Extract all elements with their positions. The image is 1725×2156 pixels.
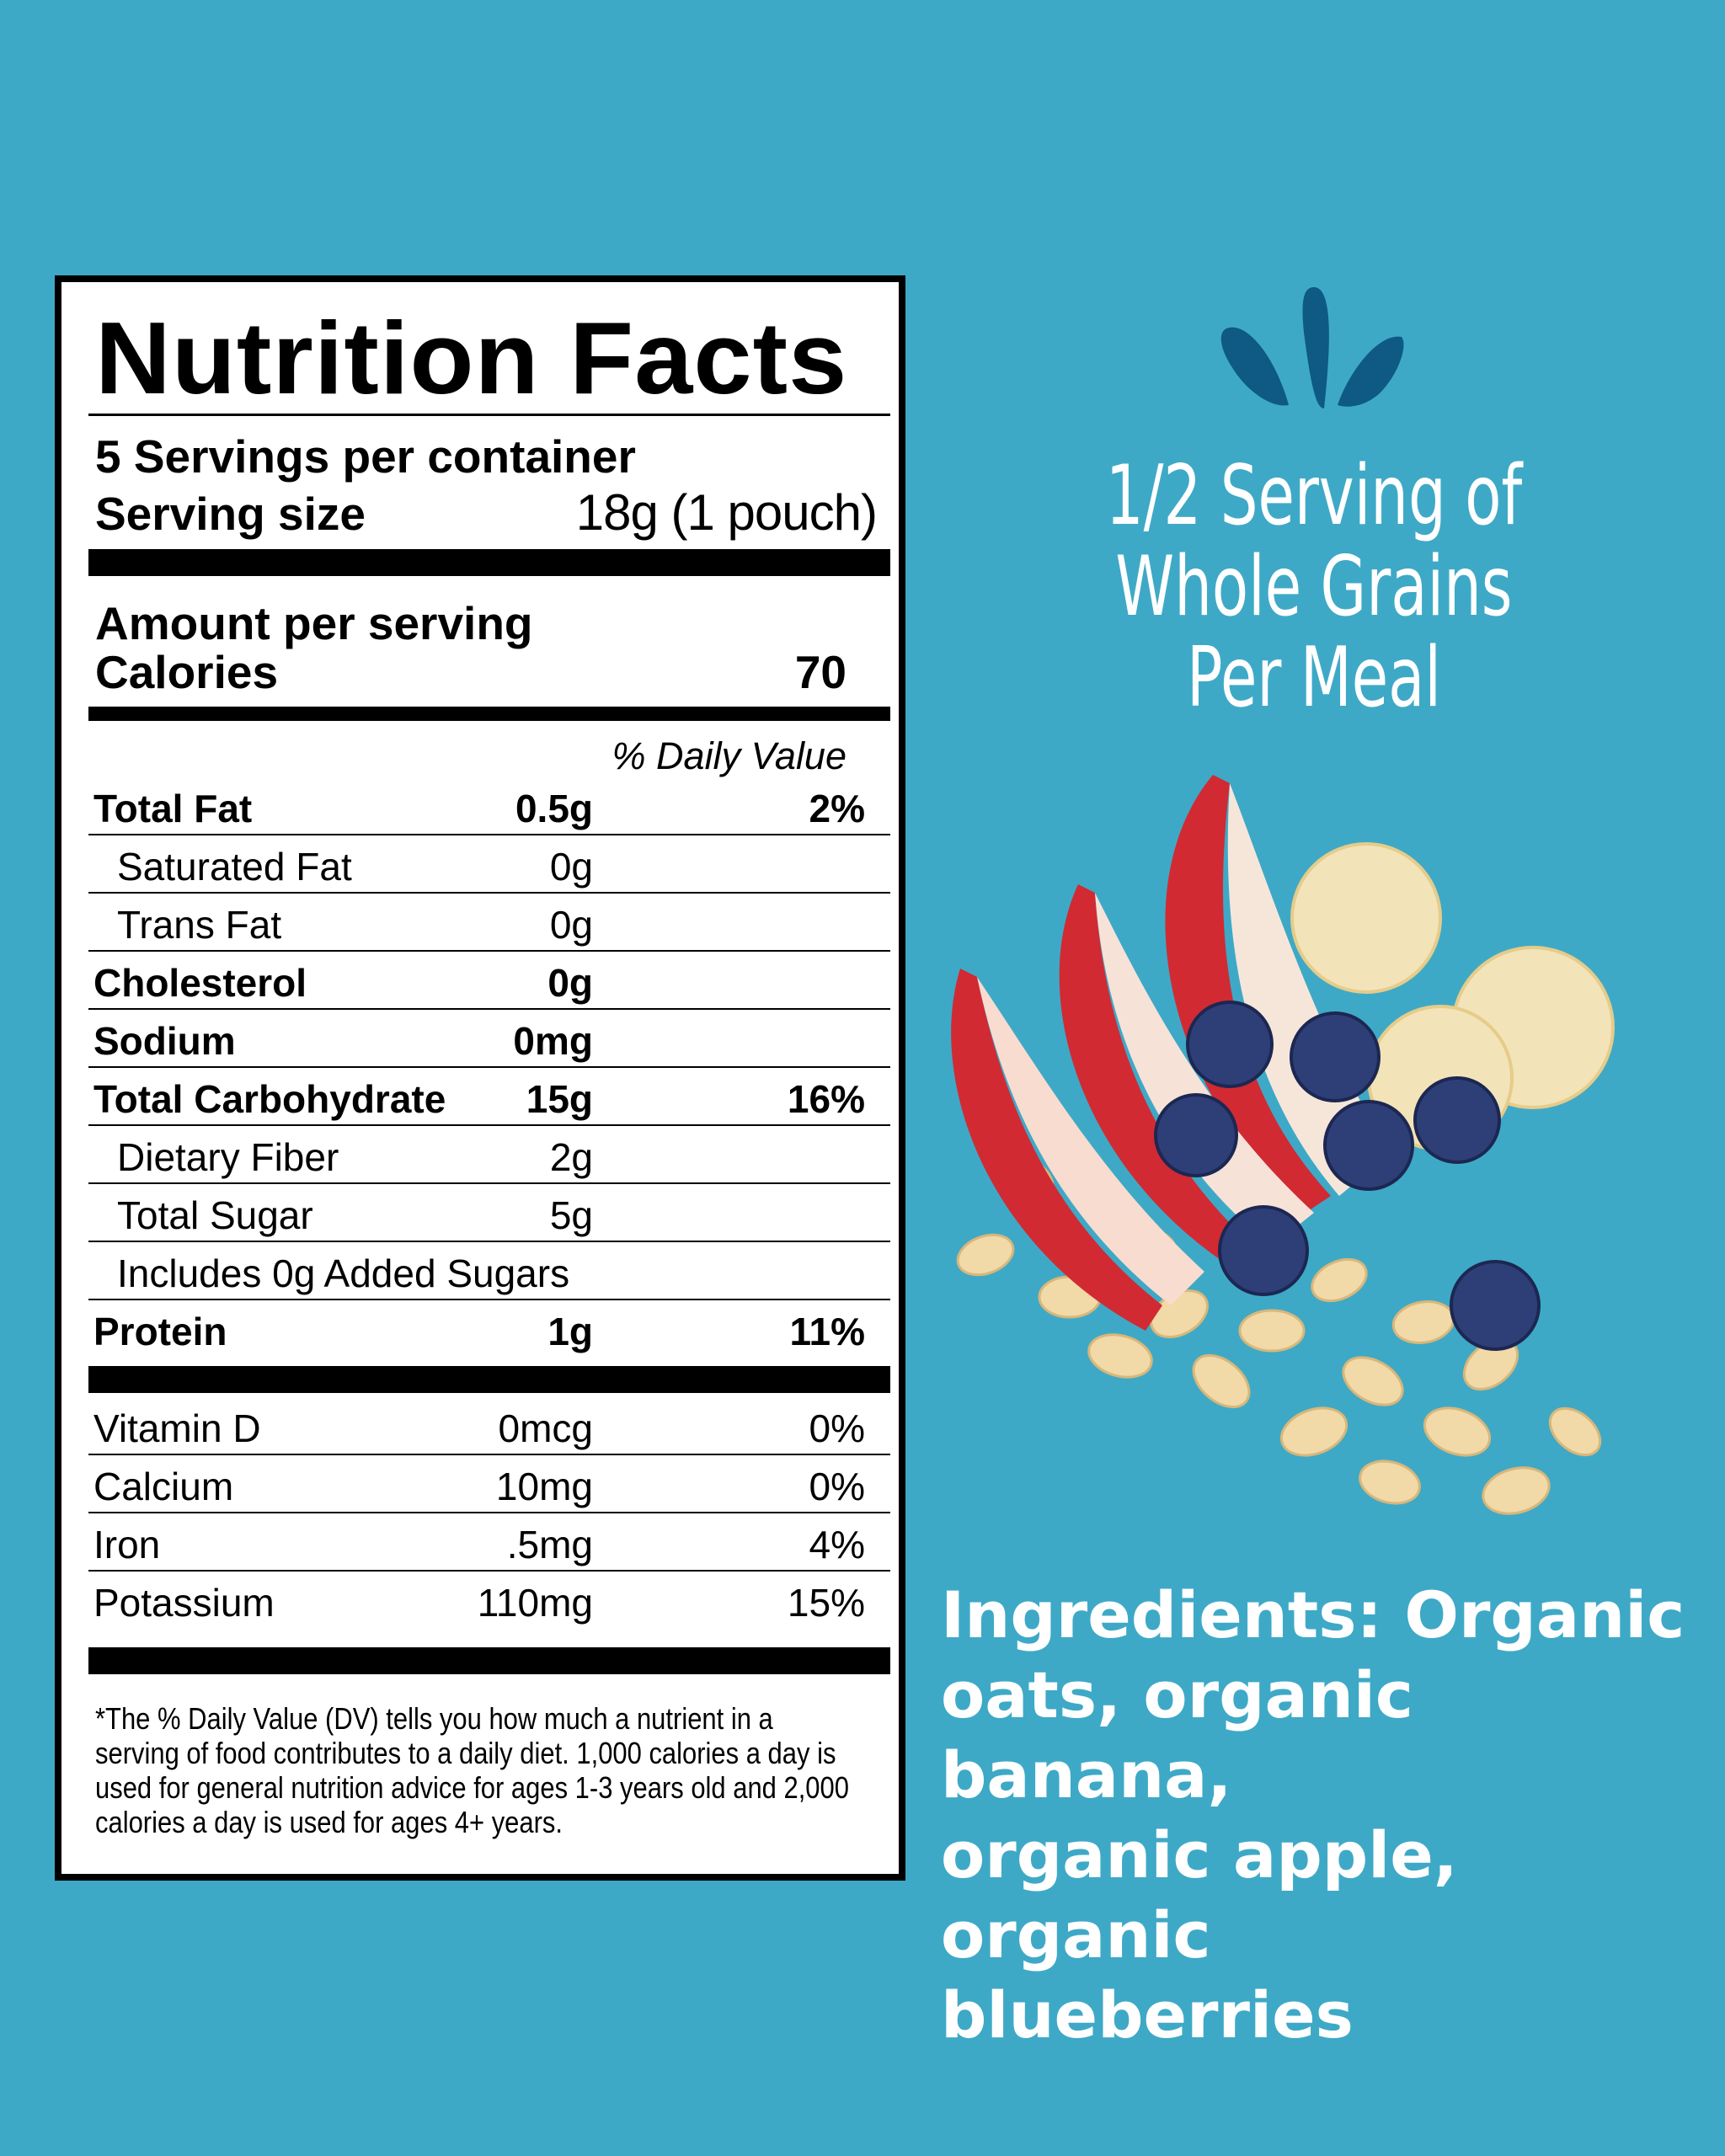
nutrient-name: Total Carbohydrate — [93, 1077, 446, 1121]
nutrient-row: Includes 0g Added Sugars — [88, 1242, 890, 1300]
vitamin-row: Potassium 110mg 15% — [88, 1572, 890, 1630]
vitamin-name: Iron — [93, 1523, 161, 1566]
nutrient-row: Cholesterol 0g — [88, 952, 890, 1010]
vitamin-row: Vitamin D 0mcg 0% — [88, 1397, 890, 1455]
ingredients-line: Ingredients: Organic — [941, 1577, 1685, 1652]
nutrient-row: Saturated Fat 0g — [88, 835, 890, 894]
nutrient-amount: 0.5g — [515, 787, 593, 830]
vitamin-dv: 0% — [809, 1406, 865, 1450]
vitamin-row: Calcium 10mg 0% — [88, 1455, 890, 1513]
nutrient-row: Protein 1g 11% — [88, 1300, 890, 1358]
whole-grains-headline: 1/2 Serving of Whole Grains Per Meal — [977, 451, 1651, 723]
nutrient-name: Saturated Fat — [117, 845, 352, 889]
vitamin-amount: 10mg — [495, 1465, 593, 1508]
headline-line: Whole Grains — [1115, 539, 1513, 635]
thick-divider — [88, 549, 890, 576]
nutrient-name: Total Sugar — [117, 1193, 313, 1237]
nutrient-row: Dietary Fiber 2g — [88, 1126, 890, 1184]
footnote-line: serving of food contributes to a daily d… — [95, 1736, 836, 1770]
thick-divider — [88, 1366, 890, 1393]
calories-value: 70 — [794, 646, 846, 698]
nutrient-row: Total Carbohydrate 15g 16% — [88, 1068, 890, 1126]
nutrient-row: Total Fat 0.5g 2% — [88, 777, 890, 835]
nutrient-dv: 11% — [789, 1310, 865, 1353]
thick-divider — [88, 707, 890, 721]
nutrient-name: Total Fat — [93, 787, 253, 830]
vitamin-dv: 4% — [809, 1523, 865, 1566]
amount-per-serving: Amount per serving — [95, 597, 533, 649]
vitamin-dv: 0% — [809, 1465, 865, 1508]
ingredients-line: oats, organic banana, — [941, 1657, 1413, 1812]
headline-line: Per Meal — [1186, 630, 1442, 726]
vitamin-amount: .5mg — [506, 1523, 593, 1566]
footnote-line: *The % Daily Value (DV) tells you how mu… — [95, 1701, 773, 1736]
ingredients-text: Ingredients: Organic oats, organic banan… — [941, 1575, 1716, 2055]
nutrient-row: Total Sugar 5g — [88, 1184, 890, 1242]
nutrient-amount: 0g — [547, 961, 593, 1005]
vitamin-name: Calcium — [93, 1465, 234, 1508]
vitamin-amount: 110mg — [477, 1581, 593, 1625]
nutrient-amount: 1g — [547, 1310, 593, 1353]
serving-size-label: Serving size — [95, 488, 366, 540]
ingredients-line: organic apple, organic — [941, 1817, 1458, 1972]
nutrient-name: Sodium — [93, 1019, 236, 1063]
nutrient-dv: 2% — [809, 787, 865, 830]
vitamin-row: Iron .5mg 4% — [88, 1513, 890, 1572]
footnote: *The % Daily Value (DV) tells you how mu… — [95, 1701, 849, 1839]
nutrition-facts-label: Nutrition Facts 5 Servings per container… — [55, 275, 905, 1881]
vitamin-name: Vitamin D — [93, 1406, 261, 1450]
nutrient-name: Cholesterol — [93, 961, 307, 1005]
nutrient-amount: 0mg — [513, 1019, 593, 1063]
nutrient-amount: 5g — [549, 1193, 593, 1237]
vitamin-dv: 15% — [787, 1581, 865, 1625]
nutrient-amount: 0g — [549, 903, 593, 947]
thick-divider — [88, 1647, 890, 1674]
nutrient-amount: 2g — [549, 1135, 593, 1179]
servings-per-container: 5 Servings per container — [95, 430, 636, 483]
nutrient-name: Protein — [93, 1310, 227, 1353]
headline-line: 1/2 Serving of — [1105, 448, 1523, 544]
calories-label: Calories — [95, 646, 279, 698]
label-title: Nutrition Facts — [95, 301, 848, 415]
nutrient-row: Sodium 0mg — [88, 1010, 890, 1068]
nutrient-dv: 16% — [787, 1077, 865, 1121]
divider — [88, 414, 890, 416]
serving-size-value: 18g (1 pouch) — [575, 484, 878, 541]
nutrient-row: Trans Fat 0g — [88, 894, 890, 952]
leaf-sprout-icon — [1220, 287, 1404, 408]
nutrient-name: Trans Fat — [117, 903, 282, 947]
fruit-oats-illustration — [951, 775, 1615, 1515]
daily-value-header: % Daily Value — [611, 734, 846, 777]
nutrient-name: Dietary Fiber — [117, 1135, 339, 1179]
footnote-line: calories a day is used for ages 4+ years… — [95, 1805, 563, 1839]
footnote-line: used for general nutrition advice for ag… — [95, 1770, 849, 1805]
ingredients-line: blueberries — [941, 1977, 1354, 2052]
nutrient-amount: 15g — [526, 1077, 593, 1121]
vitamin-name: Potassium — [93, 1581, 275, 1625]
vitamin-amount: 0mcg — [498, 1406, 593, 1450]
nutrient-amount: 0g — [549, 845, 593, 889]
nutrient-name: Includes 0g Added Sugars — [117, 1251, 570, 1295]
